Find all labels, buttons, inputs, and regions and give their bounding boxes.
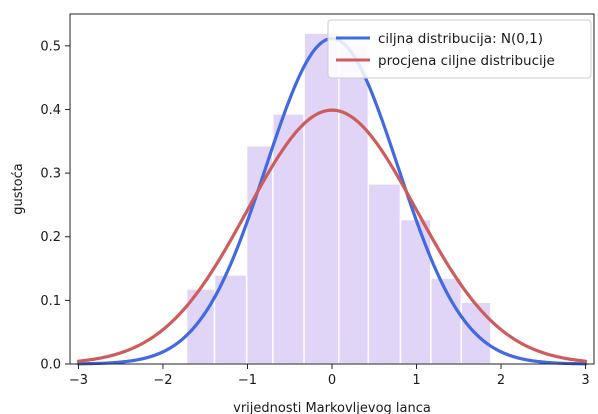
y-tick-label: 0.4 bbox=[40, 103, 61, 118]
histogram-bar-3 bbox=[272, 113, 305, 365]
y-tick-label: 0.0 bbox=[40, 358, 61, 373]
x-axis-label: vrijednosti Markovljevog lanca bbox=[233, 401, 431, 414]
x-tick-label: 0 bbox=[328, 373, 336, 388]
x-tick-label: −1 bbox=[238, 373, 257, 388]
x-tick-label: 1 bbox=[412, 373, 420, 388]
y-tick-label: 0.2 bbox=[40, 230, 61, 245]
y-axis-label: gustoća bbox=[11, 163, 26, 214]
legend-label-estimate: procjena ciljne distribucije bbox=[378, 53, 555, 69]
legend-label-target: ciljna distribucija: N(0,1) bbox=[378, 31, 543, 47]
histogram-bar-7 bbox=[399, 218, 432, 365]
histogram-bar-6 bbox=[367, 183, 402, 365]
histogram-bar-4 bbox=[303, 32, 340, 365]
x-axis-ticks: −3 −2 −1 0 1 2 3 bbox=[69, 364, 590, 388]
y-tick-label: 0.3 bbox=[40, 167, 61, 182]
legend-box bbox=[327, 19, 592, 79]
x-tick-label: −3 bbox=[69, 373, 88, 388]
y-tick-label: 0.1 bbox=[40, 294, 61, 309]
histogram-bar-5 bbox=[338, 45, 370, 365]
legend: ciljna distribucija: N(0,1) procjena cil… bbox=[327, 19, 592, 79]
x-tick-label: 3 bbox=[581, 373, 589, 388]
y-axis-ticks: 0.0 0.1 0.2 0.3 0.4 0.5 bbox=[40, 39, 70, 373]
x-tick-label: 2 bbox=[497, 373, 505, 388]
x-tick-label: −2 bbox=[153, 373, 172, 388]
y-tick-label: 0.5 bbox=[40, 39, 61, 54]
histogram-bar-2 bbox=[245, 144, 274, 365]
histogram-bars bbox=[185, 32, 492, 365]
density-curve-1 bbox=[76, 108, 588, 363]
